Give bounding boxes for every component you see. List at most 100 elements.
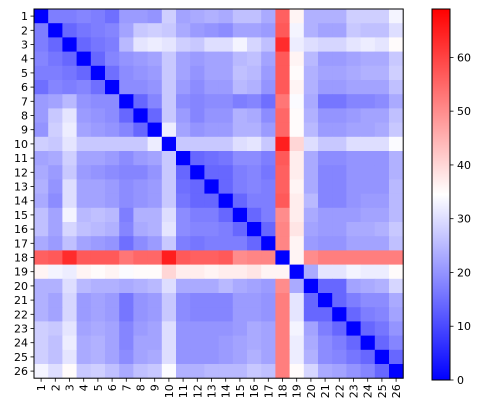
heatmap-cell [261,108,276,123]
heatmap-cell [360,207,376,223]
heatmap-cell [105,236,120,251]
heatmap-cell [360,165,376,180]
heatmap-cell [176,122,191,138]
heatmap-cell [346,236,361,251]
heatmap-cell [62,179,77,194]
heatmap-cell [76,193,92,209]
heatmap-cell [289,250,305,265]
heatmap-cell [261,321,276,336]
heatmap-cell [374,179,390,194]
heatmap-cell [346,364,361,379]
heatmap-cell [360,264,376,280]
heatmap-cell [147,321,163,336]
heatmap-cell [318,307,333,322]
heatmap-cell [275,165,290,180]
heatmap-cell [318,250,333,265]
heatmap-cell [119,207,134,223]
heatmap-cell [275,9,290,24]
heatmap-cell [161,122,177,138]
heatmap-cell [389,51,404,67]
heatmap-cell [303,37,319,52]
heatmap-cell [147,207,163,223]
heatmap-cell [275,122,290,138]
heatmap-cell [48,193,63,209]
heatmap-cell [360,250,376,265]
heatmap-cell [247,222,262,237]
heatmap-cell [76,136,92,152]
heatmap-cell [289,179,305,194]
heatmap-cell [90,307,106,322]
heatmap-cell [289,108,305,123]
heatmap-cell [303,321,319,336]
heatmap-cell [204,136,219,152]
heatmap-cell [289,321,305,336]
heatmap-cell [90,364,106,379]
heatmap-cell [161,293,177,308]
heatmap-cell [62,94,77,109]
heatmap-cell [176,250,191,265]
heatmap-cell [76,151,92,166]
heatmap-cell [261,222,276,237]
heatmap-cell [332,321,347,336]
heatmap-cell [261,165,276,180]
heatmap-cell [190,222,205,237]
heatmap-cell [303,293,319,308]
heatmap-cell [176,307,191,322]
heatmap-cell [161,364,177,379]
heatmap-cell [48,151,63,166]
heatmap-cell [261,193,276,209]
heatmap-cell [247,108,262,123]
heatmap-cell [119,236,134,251]
heatmap-cell [261,264,276,280]
heatmap-cell [119,264,134,280]
heatmap-cell [176,349,191,365]
colorbar [431,8,451,381]
heatmap-cell [318,335,333,351]
heatmap-cell [218,264,234,280]
heatmap-cell [190,9,205,24]
heatmap-cell [176,321,191,336]
heatmap-cell [275,293,290,308]
heatmap-cell [261,278,276,294]
heatmap-cell [289,65,305,81]
heatmap-cell [303,364,319,379]
heatmap-cell [62,264,77,280]
heatmap-cell [62,321,77,336]
heatmap-cell [318,23,333,38]
heatmap-cell [360,136,376,152]
heatmap-cell [176,193,191,209]
heatmap-cell [62,65,77,81]
heatmap-cell [275,37,290,52]
heatmap-cell [247,264,262,280]
heatmap-cell [90,293,106,308]
heatmap-cell [247,122,262,138]
heatmap-cell [374,307,390,322]
heatmap-cell [289,37,305,52]
heatmap-cell [360,65,376,81]
heatmap-cell [374,51,390,67]
heatmap-cell [176,236,191,251]
heatmap-cell [133,65,148,81]
heatmap-cell [289,151,305,166]
heatmap-cell [204,222,219,237]
heatmap-cell [318,222,333,237]
heatmap-cell [76,37,92,52]
heatmap-cell [360,122,376,138]
heatmap-cell [34,349,49,365]
heatmap-cell [218,222,234,237]
heatmap-cell [232,37,248,52]
y-tick-label: 10 [14,138,28,151]
heatmap-cell [374,335,390,351]
x-tick-label: 18 [277,384,290,398]
heatmap-cell [289,136,305,152]
y-tick-label: 17 [14,237,28,250]
heatmap-cell [62,222,77,237]
heatmap-cell [232,23,248,38]
heatmap-cell [147,80,163,95]
heatmap-cell [247,23,262,38]
heatmap-cell [360,278,376,294]
heatmap-cell [133,51,148,67]
heatmap-cell [218,193,234,209]
heatmap-cell [76,278,92,294]
heatmap-cell [232,193,248,209]
